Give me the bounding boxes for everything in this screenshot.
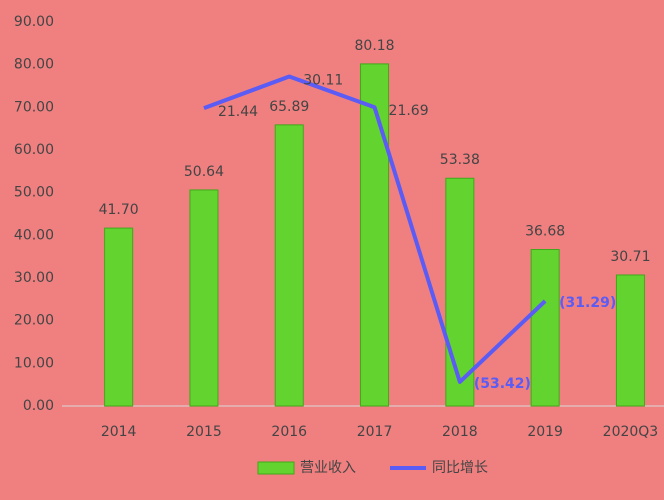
line-series: [203, 74, 547, 384]
bar: [274, 124, 304, 407]
y-tick-label: 80.00: [14, 57, 54, 73]
line-value-label: (31.29): [559, 295, 616, 311]
bar: [189, 189, 219, 407]
bar-value-label: 30.71: [610, 249, 650, 265]
bar: [530, 248, 560, 407]
bar-value-label: 65.89: [269, 99, 309, 115]
bar-value-label: 53.38: [440, 152, 480, 168]
x-tick-label: 2019: [527, 424, 563, 440]
bar: [104, 227, 134, 407]
legend-label: 营业收入: [300, 460, 356, 476]
y-tick-label: 60.00: [14, 142, 54, 158]
x-tick-label: 2018: [442, 424, 478, 440]
bar-value-label: 41.70: [99, 202, 139, 218]
x-tick-label: 2020Q3: [603, 424, 659, 440]
bar-value-label: 36.68: [525, 223, 565, 239]
y-tick-label: 40.00: [14, 227, 54, 243]
bar: [445, 177, 475, 407]
line-value-label: 30.11: [303, 72, 343, 88]
x-tick-label: 2015: [186, 424, 222, 440]
bar: [360, 63, 390, 407]
y-tick-label: 50.00: [14, 185, 54, 201]
y-tick-label: 10.00: [14, 355, 54, 371]
x-tick-label: 2014: [101, 424, 137, 440]
line-value-label: 21.69: [389, 103, 429, 119]
bar-value-label: 50.64: [184, 164, 224, 180]
x-tick-label: 2016: [271, 424, 307, 440]
legend-label: 同比增长: [432, 460, 488, 476]
legend-swatch: [257, 461, 295, 475]
bar: [615, 274, 645, 407]
x-tick-label: 2017: [357, 424, 393, 440]
y-tick-label: 70.00: [14, 99, 54, 115]
bar-value-label: 80.18: [355, 38, 395, 54]
y-tick-label: 20.00: [14, 313, 54, 329]
y-tick-label: 0.00: [23, 398, 54, 414]
y-tick-label: 30.00: [14, 270, 54, 286]
y-tick-label: 90.00: [14, 14, 54, 30]
line-value-label: 21.44: [218, 104, 258, 120]
line-value-label: (53.42): [474, 376, 531, 392]
